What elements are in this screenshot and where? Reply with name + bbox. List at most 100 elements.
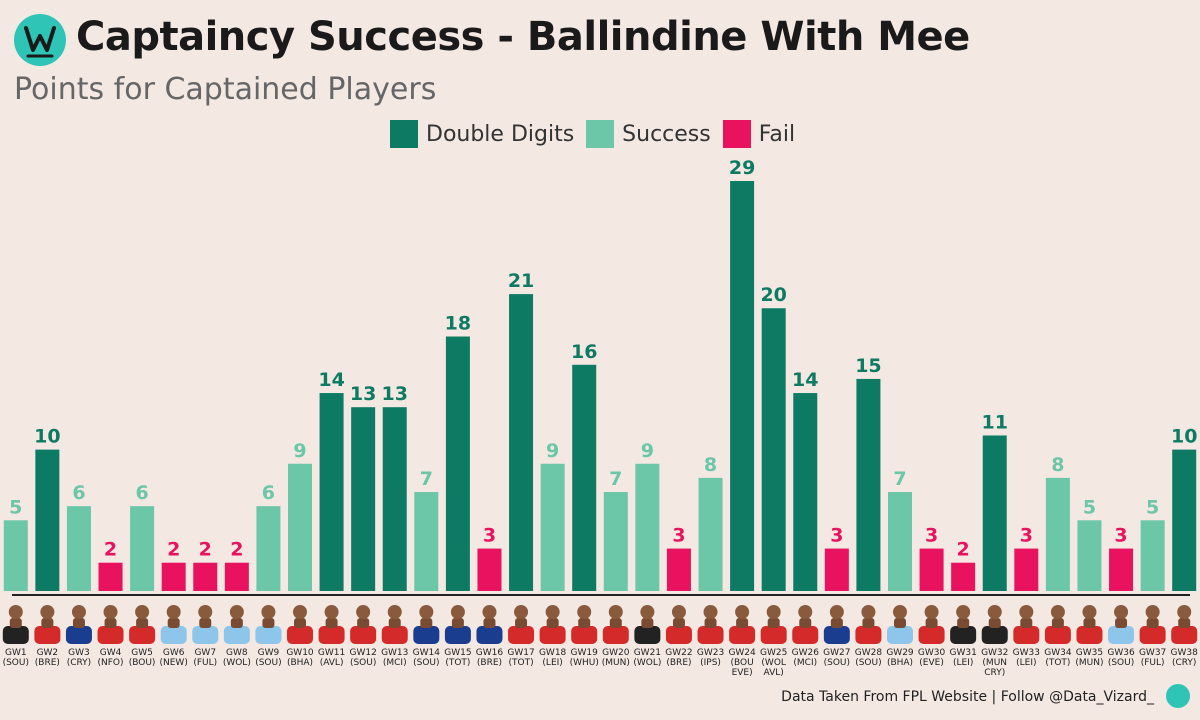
data-label-gw14: 7 bbox=[420, 468, 433, 490]
data-label-gw35: 5 bbox=[1083, 496, 1096, 518]
legend-item-fail: Fail bbox=[722, 120, 796, 148]
data-label-gw10: 9 bbox=[293, 440, 306, 462]
legend-item-double-digits: Double Digits bbox=[390, 120, 574, 148]
player-neck bbox=[136, 618, 149, 628]
player-shirt bbox=[539, 626, 566, 644]
bar-gw12 bbox=[351, 407, 376, 591]
tick-label-gw21: GW21 (WOL) bbox=[633, 648, 661, 668]
player-shirt bbox=[413, 626, 440, 644]
player-neck bbox=[894, 618, 906, 628]
tick-line: GW3 bbox=[68, 648, 90, 658]
data-label-gw28: 15 bbox=[855, 355, 881, 377]
data-label-gw36: 3 bbox=[1114, 525, 1127, 547]
tick-line: (CRY) bbox=[67, 658, 91, 668]
tick-line: GW6 bbox=[163, 648, 185, 658]
player-head bbox=[671, 605, 686, 619]
player-head bbox=[1114, 605, 1129, 619]
bar-gw18 bbox=[540, 463, 565, 591]
bar-gw37 bbox=[1140, 520, 1165, 591]
player-neck bbox=[1115, 618, 1128, 628]
player-neck bbox=[262, 618, 275, 628]
player-head bbox=[861, 605, 876, 619]
tick-line: GW16 bbox=[476, 648, 504, 658]
data-label-gw4: 2 bbox=[104, 539, 117, 561]
player-head bbox=[450, 605, 465, 619]
tick-line: GW37 bbox=[1139, 648, 1166, 658]
tick-label-gw5: GW5 (BOU) bbox=[129, 648, 156, 668]
player-head bbox=[40, 605, 55, 619]
player-head bbox=[261, 605, 276, 619]
data-label-gw38: 10 bbox=[1171, 426, 1197, 448]
player-icon-gw27 bbox=[823, 605, 850, 644]
bar-gw29 bbox=[888, 492, 912, 591]
player-icon-gw3 bbox=[65, 605, 92, 644]
player-head bbox=[135, 605, 150, 619]
tick-line: (BRE) bbox=[477, 658, 502, 668]
tick-line: (LEI) bbox=[953, 658, 973, 668]
bar-gw16 bbox=[477, 548, 502, 591]
player-icon-gw26 bbox=[792, 605, 819, 644]
player-icon-gw13 bbox=[381, 605, 408, 644]
player-icon-gw5 bbox=[129, 605, 156, 644]
player-icon-gw23 bbox=[697, 605, 724, 644]
player-neck bbox=[672, 618, 685, 628]
tick-line: (BRE) bbox=[666, 658, 691, 668]
tick-line: (MCI) bbox=[383, 658, 407, 668]
tick-line: GW5 bbox=[131, 648, 153, 658]
player-head bbox=[735, 605, 750, 619]
player-neck bbox=[325, 618, 338, 628]
bar-gw20 bbox=[603, 492, 628, 591]
data-label-gw13: 13 bbox=[382, 383, 408, 405]
data-label-gw30: 3 bbox=[925, 525, 938, 547]
bar-gw6 bbox=[161, 562, 186, 591]
player-neck bbox=[294, 618, 306, 628]
tick-line: GW13 bbox=[381, 648, 408, 658]
logo-icon bbox=[14, 14, 66, 66]
tick-line: GW11 bbox=[318, 648, 345, 658]
player-shirt bbox=[1013, 626, 1040, 644]
tick-label-gw16: GW16 (BRE) bbox=[476, 648, 504, 668]
bar-gw27 bbox=[824, 548, 849, 591]
player-icon-gw2 bbox=[34, 605, 61, 644]
tick-line: (SOU) bbox=[350, 658, 376, 668]
player-icon-gw6 bbox=[160, 605, 187, 644]
player-head bbox=[1177, 605, 1192, 619]
player-neck bbox=[1051, 618, 1064, 628]
player-shirt bbox=[729, 626, 756, 644]
bar-gw9 bbox=[256, 506, 281, 591]
bar-gw35 bbox=[1077, 520, 1102, 591]
player-head bbox=[640, 605, 655, 619]
tick-line: (MCI) bbox=[793, 658, 817, 668]
bar-gw33 bbox=[1014, 548, 1039, 591]
bar-gw13 bbox=[382, 407, 407, 591]
data-label-gw11: 14 bbox=[318, 369, 344, 391]
tick-line: (AVL) bbox=[320, 658, 344, 668]
legend-label-success: Success bbox=[622, 121, 711, 147]
tick-label-gw27: GW27 (SOU) bbox=[823, 648, 850, 668]
player-icon-gw33 bbox=[1013, 605, 1040, 644]
player-head bbox=[8, 605, 23, 619]
data-label-gw5: 6 bbox=[135, 482, 148, 504]
player-shirt bbox=[287, 626, 313, 644]
tick-line: GW27 bbox=[823, 648, 850, 658]
tick-line: (LEI) bbox=[542, 658, 562, 668]
player-shirt bbox=[887, 626, 913, 644]
player-neck bbox=[167, 618, 180, 628]
player-shirt bbox=[255, 626, 282, 644]
tick-line: GW34 bbox=[1044, 648, 1072, 658]
legend-swatch-success bbox=[586, 120, 615, 148]
tick-label-gw15: GW15 (TOT) bbox=[444, 648, 471, 668]
tick-line: (FUL) bbox=[193, 658, 217, 668]
bar-gw32 bbox=[982, 435, 1007, 591]
tick-line: GW19 bbox=[571, 648, 599, 658]
data-label-gw31: 2 bbox=[957, 539, 970, 561]
bar-gw10 bbox=[288, 463, 312, 591]
tick-line: (MUN) bbox=[1075, 658, 1103, 668]
tick-line: AVL) bbox=[764, 668, 784, 678]
data-label-gw27: 3 bbox=[830, 525, 843, 547]
tick-line: GW9 bbox=[258, 648, 280, 658]
legend-label-fail: Fail bbox=[758, 121, 796, 147]
player-neck bbox=[1146, 618, 1159, 628]
tick-label-gw35: GW35 (MUN) bbox=[1075, 648, 1103, 668]
player-neck bbox=[704, 618, 717, 628]
